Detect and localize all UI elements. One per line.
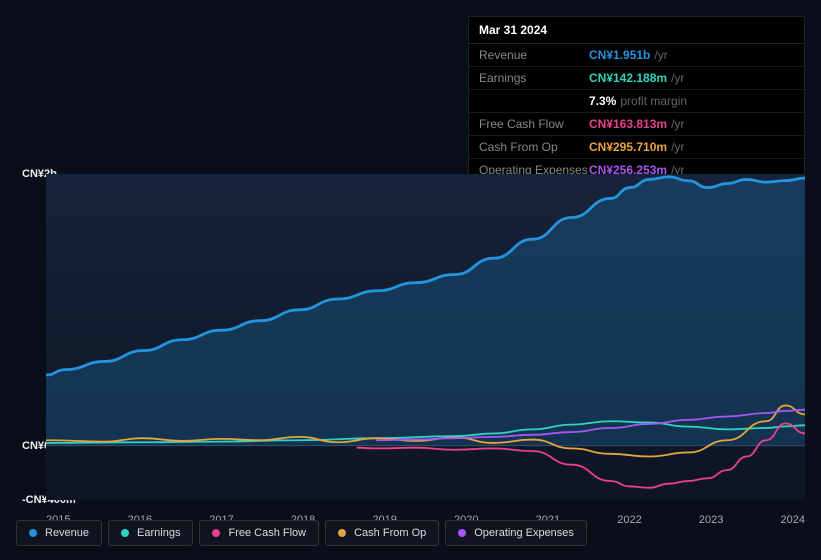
legend-item-label: Operating Expenses <box>474 527 574 539</box>
x-axis-tick: 2023 <box>699 514 723 526</box>
x-axis-tick: 2022 <box>617 514 641 526</box>
legend-item-earnings[interactable]: Earnings <box>108 520 193 546</box>
tooltip-row: Free Cash FlowCN¥163.813m/yr <box>469 113 804 136</box>
legend-item-free-cash-flow[interactable]: Free Cash Flow <box>199 520 319 546</box>
tooltip-row-suffix: /yr <box>671 140 684 154</box>
legend-dot-icon <box>212 529 220 537</box>
tooltip-date: Mar 31 2024 <box>469 17 804 44</box>
legend-item-operating-expenses[interactable]: Operating Expenses <box>445 520 587 546</box>
tooltip-row-label: Earnings <box>479 71 589 85</box>
legend-item-label: Free Cash Flow <box>228 527 306 539</box>
tooltip-row-label <box>479 94 589 108</box>
tooltip-row-suffix: /yr <box>671 117 684 131</box>
tooltip-row: RevenueCN¥1.951b/yr <box>469 44 804 67</box>
tooltip-row-label: Revenue <box>479 48 589 62</box>
legend-dot-icon <box>121 529 129 537</box>
tooltip-row-label: Cash From Op <box>479 140 589 154</box>
legend-item-revenue[interactable]: Revenue <box>16 520 102 546</box>
tooltip-row-value: CN¥142.188m <box>589 71 667 85</box>
chart-tooltip: Mar 31 2024 RevenueCN¥1.951b/yrEarningsC… <box>468 16 805 182</box>
financials-chart: CN¥2bCN¥0-CN¥400m 2015201620172018201920… <box>16 160 805 500</box>
tooltip-row-label: Free Cash Flow <box>479 117 589 131</box>
legend-item-label: Cash From Op <box>354 527 426 539</box>
tooltip-row: EarningsCN¥142.188m/yr <box>469 67 804 90</box>
legend-item-label: Revenue <box>45 527 89 539</box>
tooltip-row-value: CN¥295.710m <box>589 140 667 154</box>
tooltip-row-suffix: profit margin <box>620 94 687 108</box>
tooltip-row-suffix: /yr <box>654 48 667 62</box>
legend-dot-icon <box>29 529 37 537</box>
tooltip-row-value: 7.3% <box>589 94 616 108</box>
legend-item-label: Earnings <box>137 527 180 539</box>
tooltip-row: Cash From OpCN¥295.710m/yr <box>469 136 804 159</box>
tooltip-row-suffix: /yr <box>671 71 684 85</box>
tooltip-row-value: CN¥1.951b <box>589 48 650 62</box>
chart-legend: Revenue Earnings Free Cash Flow Cash From O… <box>16 520 587 546</box>
legend-item-cash-from-op[interactable]: Cash From Op <box>325 520 439 546</box>
x-axis-tick: 2024 <box>780 514 804 526</box>
tooltip-row: 7.3% profit margin <box>469 90 804 113</box>
tooltip-row-value: CN¥163.813m <box>589 117 667 131</box>
legend-dot-icon <box>458 529 466 537</box>
legend-dot-icon <box>338 529 346 537</box>
